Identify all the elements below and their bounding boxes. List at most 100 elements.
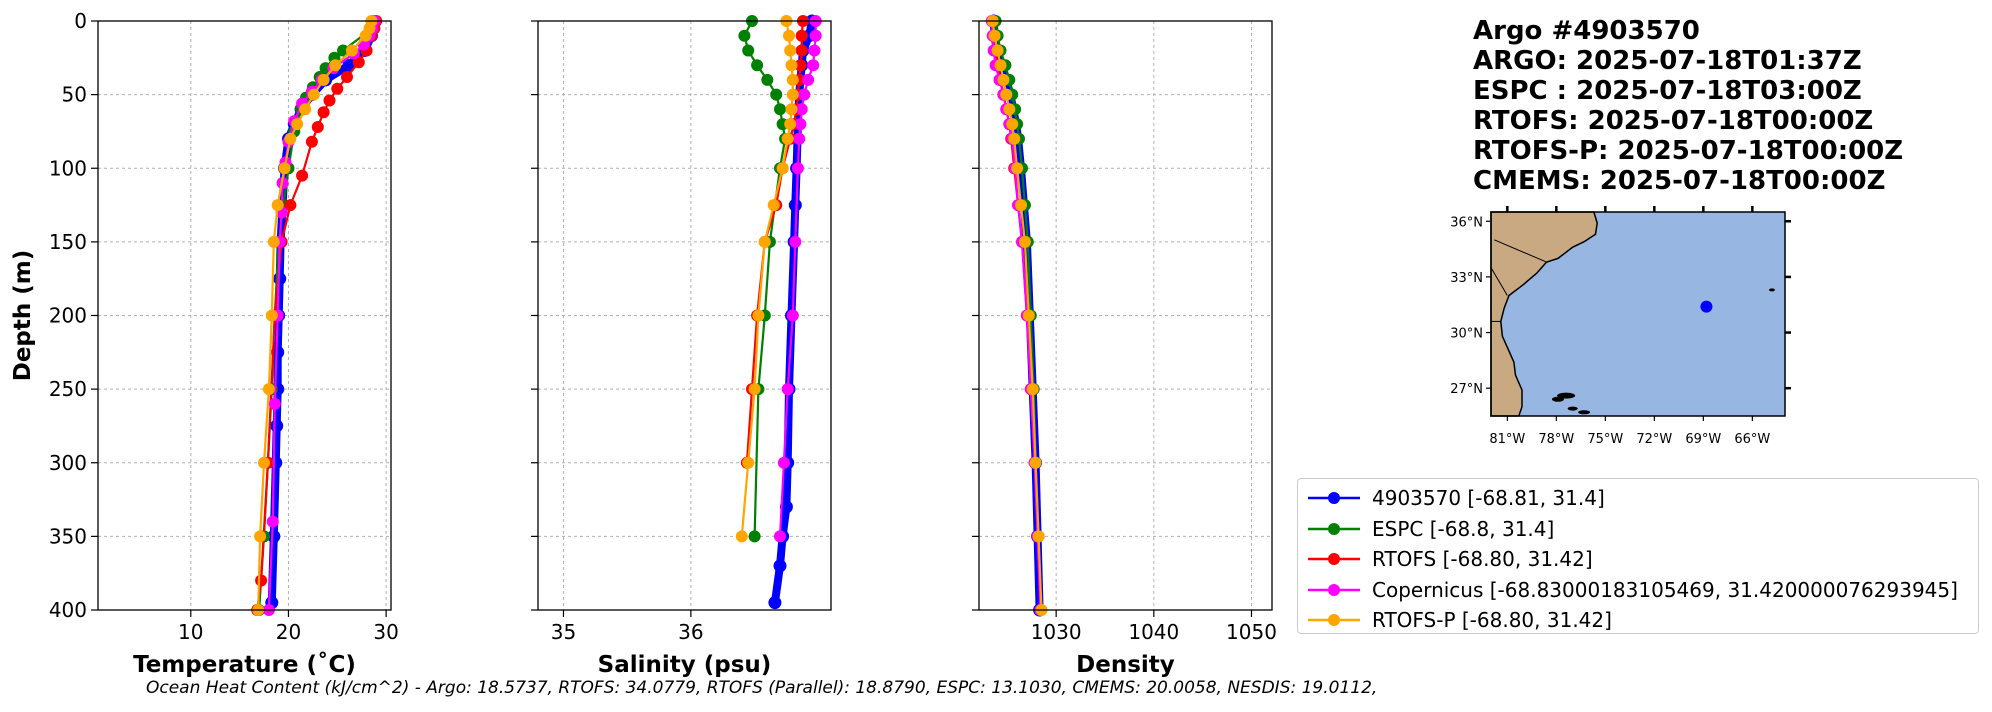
data-point xyxy=(352,56,365,69)
island xyxy=(1551,396,1564,402)
data-point xyxy=(271,199,284,212)
data-point xyxy=(296,169,309,182)
lon-tick-label: 66°W xyxy=(1734,432,1770,447)
data-point xyxy=(774,530,786,543)
legend-marker-icon xyxy=(1308,492,1360,505)
data-point xyxy=(267,235,280,248)
data-point xyxy=(774,103,786,116)
data-point xyxy=(779,500,793,514)
series-rtofs-p xyxy=(252,15,378,616)
data-point xyxy=(268,397,281,410)
data-point xyxy=(784,118,797,131)
legend-marker-icon xyxy=(1308,614,1360,627)
data-point xyxy=(255,574,268,587)
legend-item: 4903570 [-68.81, 31.4] xyxy=(1306,483,1978,514)
state-border xyxy=(1494,239,1547,263)
x-tick-label: 36 xyxy=(678,620,703,644)
location-map: 36°N 33°N 30°N 27°N 81°W 78°W 75°W 72°W 69°W 66°W xyxy=(1450,206,1791,447)
data-point xyxy=(758,235,771,248)
info-line: RTOFS: 2025-07-18T00:00Z xyxy=(1473,106,1874,136)
data-point xyxy=(1008,132,1021,145)
data-point xyxy=(270,419,284,433)
legend-item: Copernicus [-68.83000183105469, 31.42000… xyxy=(1306,575,1978,606)
series-copernicus xyxy=(774,15,822,543)
data-point xyxy=(284,132,297,145)
land xyxy=(1490,211,1598,417)
data-point xyxy=(278,162,291,175)
lat-tick-label: 33°N xyxy=(1450,271,1483,286)
data-point xyxy=(793,132,806,145)
data-point xyxy=(785,103,798,116)
lat-tick-label: 36°N xyxy=(1450,215,1483,230)
data-point xyxy=(786,88,799,101)
data-point xyxy=(770,88,783,101)
y-tick-label: 150 xyxy=(49,230,87,254)
data-point xyxy=(1011,162,1024,175)
data-point xyxy=(266,515,279,528)
x-axis-label: Temperature (˚C) xyxy=(133,651,356,678)
data-point xyxy=(795,103,808,116)
legend-marker-icon xyxy=(1308,553,1360,566)
y-tick-label: 300 xyxy=(49,451,87,475)
series-rtofs-p xyxy=(735,15,799,543)
series-line xyxy=(740,19,794,538)
data-point xyxy=(748,383,761,396)
y-axis-label: Depth (m) xyxy=(10,250,36,382)
data-point xyxy=(795,44,808,57)
y-tick-label: 250 xyxy=(49,377,87,401)
data-point xyxy=(359,29,372,42)
legend-label: RTOFS-P [-68.80, 31.42] xyxy=(1372,608,1612,633)
data-point xyxy=(795,29,808,42)
data-point xyxy=(751,59,764,72)
data-point xyxy=(994,59,1007,72)
x-tick-label: 1040 xyxy=(1128,620,1179,644)
data-point xyxy=(1018,235,1031,248)
data-point xyxy=(265,309,278,322)
legend-label: 4903570 [-68.81, 31.4] xyxy=(1372,486,1605,511)
data-point xyxy=(345,44,358,57)
data-point xyxy=(794,59,807,72)
data-point xyxy=(781,132,794,145)
data-point xyxy=(767,199,780,212)
x-tick-label: 10 xyxy=(178,620,203,644)
legend: 4903570 [-68.81, 31.4] ESPC [-68.8, 31.4… xyxy=(1297,478,1979,634)
legend-marker-icon xyxy=(1308,522,1360,535)
y-tick-label: 0 xyxy=(74,9,87,33)
data-point xyxy=(341,71,353,83)
data-point xyxy=(1026,383,1039,396)
legend-item: ESPC [-68.8, 31.4] xyxy=(1306,514,1978,545)
data-point xyxy=(794,118,807,131)
data-point xyxy=(988,29,1001,42)
y-tick-label: 400 xyxy=(49,598,87,622)
data-point xyxy=(742,456,755,469)
data-point xyxy=(748,530,761,543)
legend-marker-icon xyxy=(1308,583,1360,596)
data-point xyxy=(307,88,320,101)
data-point xyxy=(784,44,797,57)
data-point xyxy=(789,235,802,248)
data-point xyxy=(262,383,275,396)
data-point xyxy=(786,309,799,322)
legend-label: ESPC [-68.8, 31.4] xyxy=(1372,516,1555,541)
data-point xyxy=(786,73,799,86)
data-point xyxy=(752,309,765,322)
data-point xyxy=(991,44,1004,57)
info-line: RTOFS-P: 2025-07-18T00:00Z xyxy=(1473,136,1904,166)
data-point xyxy=(809,29,822,42)
legend-label: RTOFS [-68.80, 31.42] xyxy=(1372,547,1593,572)
profile-panel: 1030 1040 1050 Density xyxy=(972,14,1277,678)
data-point xyxy=(317,73,330,86)
data-point xyxy=(1032,530,1045,543)
data-point xyxy=(267,529,281,543)
data-point xyxy=(337,44,350,57)
data-point xyxy=(317,106,330,119)
data-point xyxy=(742,44,755,57)
legend-label: Copernicus [-68.83000183105469, 31.42000… xyxy=(1372,577,1958,602)
map-frame xyxy=(1490,211,1786,417)
data-point xyxy=(311,121,324,133)
data-point xyxy=(1029,456,1042,469)
data-point xyxy=(284,199,297,212)
lon-tick-label: 69°W xyxy=(1685,432,1721,447)
ocean-heat-content-note: Ocean Heat Content (kJ/cm^2) - Argo: 18.… xyxy=(146,678,1378,698)
info-line: ESPC : 2025-07-18T03:00Z xyxy=(1473,76,1862,106)
